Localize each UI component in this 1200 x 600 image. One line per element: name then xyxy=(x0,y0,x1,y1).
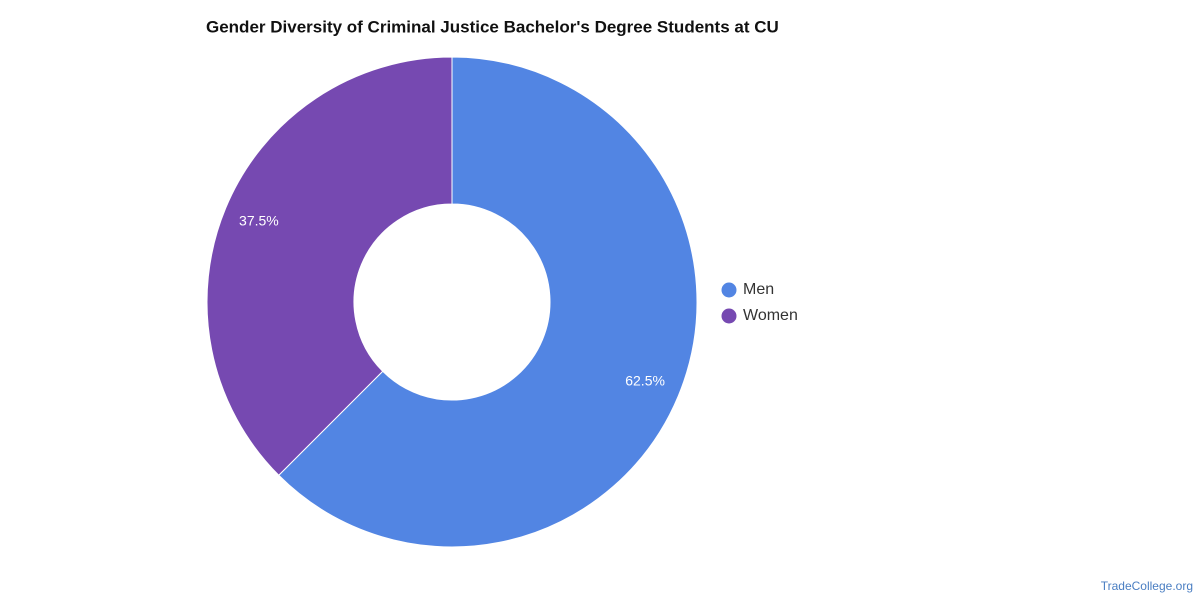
chart-title: Gender Diversity of Criminal Justice Bac… xyxy=(206,17,779,36)
legend-marker xyxy=(721,308,737,324)
slice xyxy=(206,56,453,476)
source-credit[interactable]: TradeCollege.org xyxy=(1101,579,1193,593)
slice-label: 62.5% xyxy=(625,373,665,389)
legend-label: Men xyxy=(743,281,774,298)
legend-marker xyxy=(721,282,737,298)
slice xyxy=(278,56,698,548)
legend-label: Women xyxy=(743,307,798,324)
slice-label: 37.5% xyxy=(239,213,279,229)
